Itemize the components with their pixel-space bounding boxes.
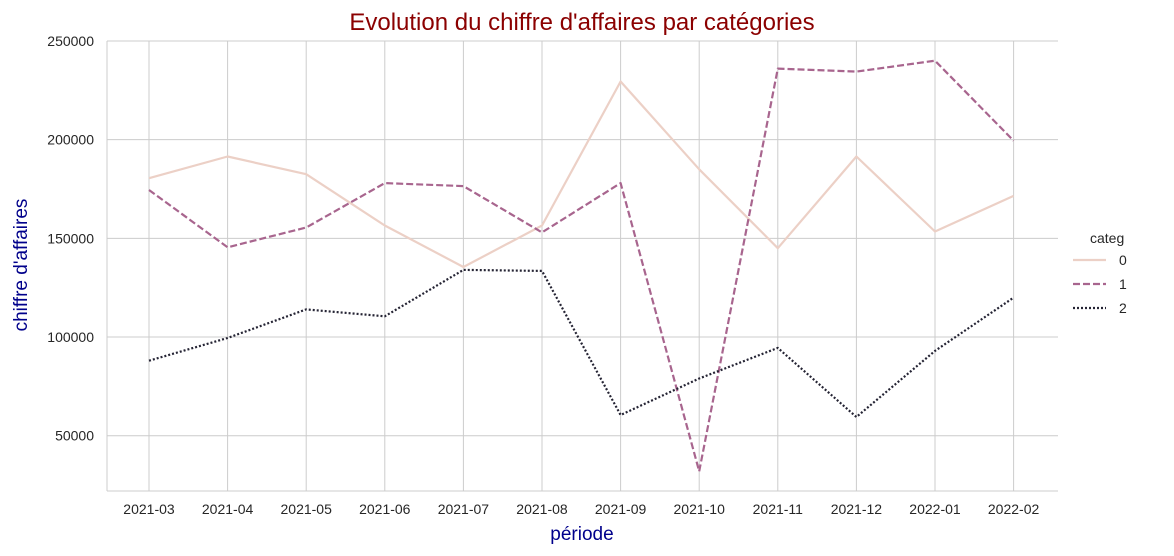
grid (107, 40, 1058, 491)
x-tick-label: 2021-05 (281, 501, 333, 517)
series-line-2 (148, 268, 1015, 419)
axes: 2021-03 2021-04 2021-05 2021-06 2021-07 2021-… (47, 33, 1058, 517)
x-tick-label: 2021-07 (438, 501, 490, 517)
x-axis-label: période (550, 524, 613, 545)
y-tick-label: 200000 (47, 132, 94, 148)
series-line-0 (148, 80, 1015, 269)
y-tick-label: 150000 (47, 230, 94, 246)
x-tick-label: 2022-02 (988, 501, 1040, 517)
x-tick-label: 2022-01 (909, 501, 961, 517)
legend-title: categ (1090, 230, 1124, 246)
x-tick-label: 2021-03 (123, 501, 175, 517)
x-tick-label: 2021-12 (831, 501, 883, 517)
x-tick-label: 2021-04 (202, 501, 254, 517)
y-axis-label: chiffre d'affaires (11, 199, 32, 332)
series-line-1 (148, 59, 1015, 473)
x-tick-label: 2021-10 (674, 501, 726, 517)
x-tick-label: 2021-09 (595, 501, 647, 517)
y-tick-label: 50000 (55, 428, 94, 444)
y-tick-label: 250000 (47, 33, 94, 49)
legend-label-2: 2 (1119, 300, 1127, 316)
legend-label-0: 0 (1119, 252, 1127, 268)
series-group (148, 59, 1015, 473)
y-tick-label: 100000 (47, 329, 94, 345)
legend: categ 0 1 2 (1073, 230, 1127, 316)
chart-title: Evolution du chiffre d'affaires par caté… (349, 9, 814, 36)
x-tick-label: 2021-11 (753, 501, 804, 517)
x-tick-label: 2021-06 (359, 501, 411, 517)
legend-label-1: 1 (1119, 276, 1127, 292)
x-tick-label: 2021-08 (516, 501, 568, 517)
